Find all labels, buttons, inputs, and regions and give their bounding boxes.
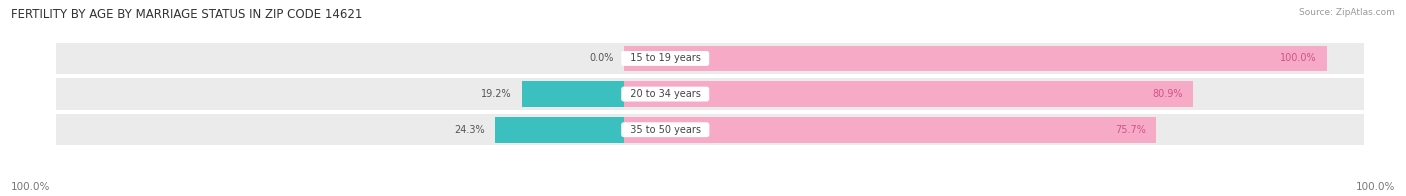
Bar — [56, 114, 1364, 145]
Text: 0.0%: 0.0% — [589, 54, 614, 64]
Text: 19.2%: 19.2% — [481, 89, 512, 99]
Bar — [56, 78, 1364, 110]
Text: FERTILITY BY AGE BY MARRIAGE STATUS IN ZIP CODE 14621: FERTILITY BY AGE BY MARRIAGE STATUS IN Z… — [11, 8, 363, 21]
Bar — [624, 46, 1327, 71]
Bar — [56, 43, 1364, 74]
Text: 24.3%: 24.3% — [454, 125, 485, 135]
Bar — [624, 81, 1192, 107]
Text: 75.7%: 75.7% — [1115, 125, 1146, 135]
Text: 15 to 19 years: 15 to 19 years — [624, 54, 707, 64]
Text: 100.0%: 100.0% — [1355, 182, 1395, 192]
Text: 80.9%: 80.9% — [1152, 89, 1182, 99]
Text: 35 to 50 years: 35 to 50 years — [624, 125, 707, 135]
Bar — [495, 117, 624, 142]
Text: 100.0%: 100.0% — [11, 182, 51, 192]
Text: 100.0%: 100.0% — [1281, 54, 1317, 64]
Bar — [624, 117, 1156, 142]
Text: Source: ZipAtlas.com: Source: ZipAtlas.com — [1299, 8, 1395, 17]
Text: 20 to 34 years: 20 to 34 years — [624, 89, 707, 99]
Bar — [522, 81, 624, 107]
